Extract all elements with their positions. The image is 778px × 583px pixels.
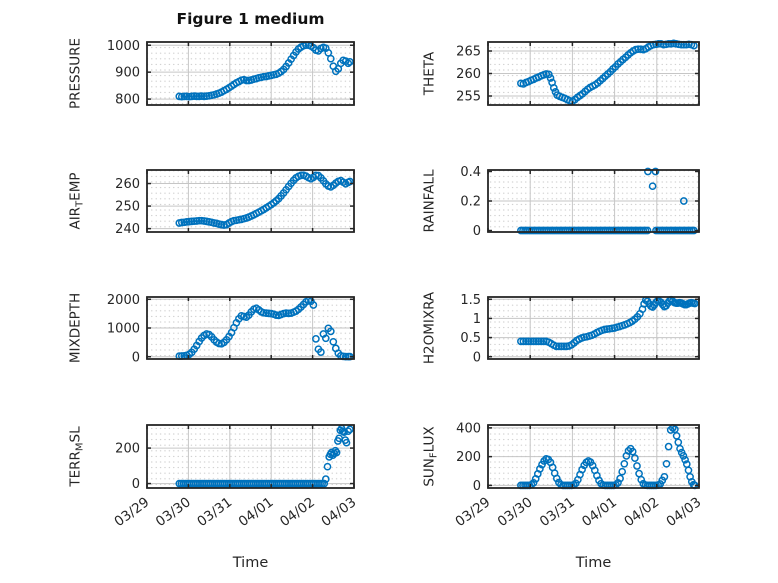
pressure-tick-marks [146,42,355,105]
theta-tick-marks [487,42,700,105]
terr-msl-tick-marks [146,425,355,488]
rainfall-ytick-label: 0 [473,224,481,239]
rainfall-subplot: 0 0.2 0.4 RAINFALL [422,165,700,239]
terr-msl-xtick-label: 04/03 [318,494,359,530]
terr-msl-subplot: 0 200 TERRMSL 03/29 03/30 03/31 04/01 04/02 04/0… [68,424,359,530]
rainfall-markers [517,167,698,235]
pressure-axes-box [146,41,355,106]
terr-msl-xtick-label: 03/30 [153,494,194,530]
terr-msl-xtick-label: 03/31 [194,494,235,530]
air-temp-ytick-label: 260 [115,177,140,192]
terr-msl-xtick-label: 04/01 [236,494,277,530]
sun-flux-subplot: 0 200 400 SUNFLUX 03/29 03/30 03/31 04/01 04/02 0… [422,421,705,530]
sun-flux-xtick-label: 04/01 [579,494,620,530]
sun-flux-ylabel: SUNFLUX [422,426,440,486]
pressure-subplot: 800 900 1000 PRESSURE [68,38,355,109]
terr-msl-xtick-label: 03/29 [111,494,152,530]
theta-ytick-label: 265 [456,45,481,60]
h2omixra-ytick-label: 1 [473,312,481,327]
air-temp-ytick-label: 240 [115,222,140,237]
theta-ytick-label: 260 [456,67,481,82]
pressure-ytick-label: 900 [115,66,140,81]
air-temp-ytick-label: 250 [115,200,140,215]
sun-flux-tick-marks [487,425,700,488]
terr-msl-axes-box [146,424,355,489]
sun-flux-ytick-label: 200 [456,450,481,465]
terr-msl-xtick-label: 04/02 [277,494,318,530]
sun-flux-xtick-label: 04/03 [663,494,704,530]
h2omixra-axes-box [487,296,700,360]
sun-flux-xtick-label: 03/31 [537,494,578,530]
mixdepth-ytick-label: 1000 [107,322,140,337]
air-temp-axes-box [146,169,355,233]
pressure-ytick-label: 800 [115,93,140,108]
mixdepth-grid [147,297,354,359]
rainfall-ylabel: RAINFALL [422,169,438,232]
sun-flux-ytick-label: 0 [473,479,481,494]
terr-msl-plot-area [147,425,354,488]
sun-flux-xtick-label: 03/29 [452,494,493,530]
pressure-ylabel: PRESSURE [68,38,84,109]
theta-ytick-label: 255 [456,90,481,105]
figure-title: Figure 1 medium [176,10,325,28]
air-temp-tick-marks [146,170,355,232]
theta-grid [488,42,699,105]
air-temp-grid [147,170,354,232]
mixdepth-ylabel: MIXDEPTH [68,293,84,363]
x-axis-label-right: Time [575,555,612,571]
rainfall-tick-marks [487,170,700,232]
h2omixra-tick-marks [487,297,700,359]
h2omixra-subplot: 0 0.5 1 1.5 H2OMIXRA [422,291,700,365]
rainfall-ytick-label: 0.2 [460,195,481,210]
x-axis-label-left: Time [232,555,269,571]
mixdepth-ytick-label: 2000 [107,293,140,308]
terr-msl-ytick-label: 0 [132,477,140,492]
terr-msl-ylabel: TERRMSL [68,426,86,488]
rainfall-grid [488,170,699,232]
h2omixra-ytick-label: 0 [473,350,481,365]
sun-flux-xtick-label: 04/02 [621,494,662,530]
theta-markers [517,39,698,106]
h2omixra-grid [488,297,699,359]
sun-flux-xtick-label: 03/30 [495,494,536,530]
mixdepth-tick-marks [146,297,355,359]
mixdepth-ytick-label: 0 [132,350,140,365]
air-temp-ylabel: AIRTEMP [68,172,86,229]
h2omixra-ytick-label: 1.5 [460,293,481,308]
air-temp-subplot: 240 250 260 AIRTEMP [68,169,355,237]
sun-flux-grid [488,425,699,488]
sun-flux-ytick-label: 400 [456,421,481,436]
terr-msl-ytick-label: 200 [115,442,140,457]
terr-msl-markers [175,424,354,488]
h2omixra-markers [517,295,699,351]
pressure-ytick-label: 1000 [107,39,140,54]
theta-subplot: 255 260 265 THETA [422,39,700,106]
rainfall-ytick-label: 0.4 [460,165,481,180]
air-temp-markers [175,171,354,229]
h2omixra-ylabel: H2OMIXRA [422,291,438,364]
h2omixra-ytick-label: 0.5 [460,331,481,346]
mixdepth-markers [175,296,354,361]
mixdepth-subplot: 0 1000 2000 MIXDEPTH [68,293,355,365]
theta-ylabel: THETA [422,51,438,96]
